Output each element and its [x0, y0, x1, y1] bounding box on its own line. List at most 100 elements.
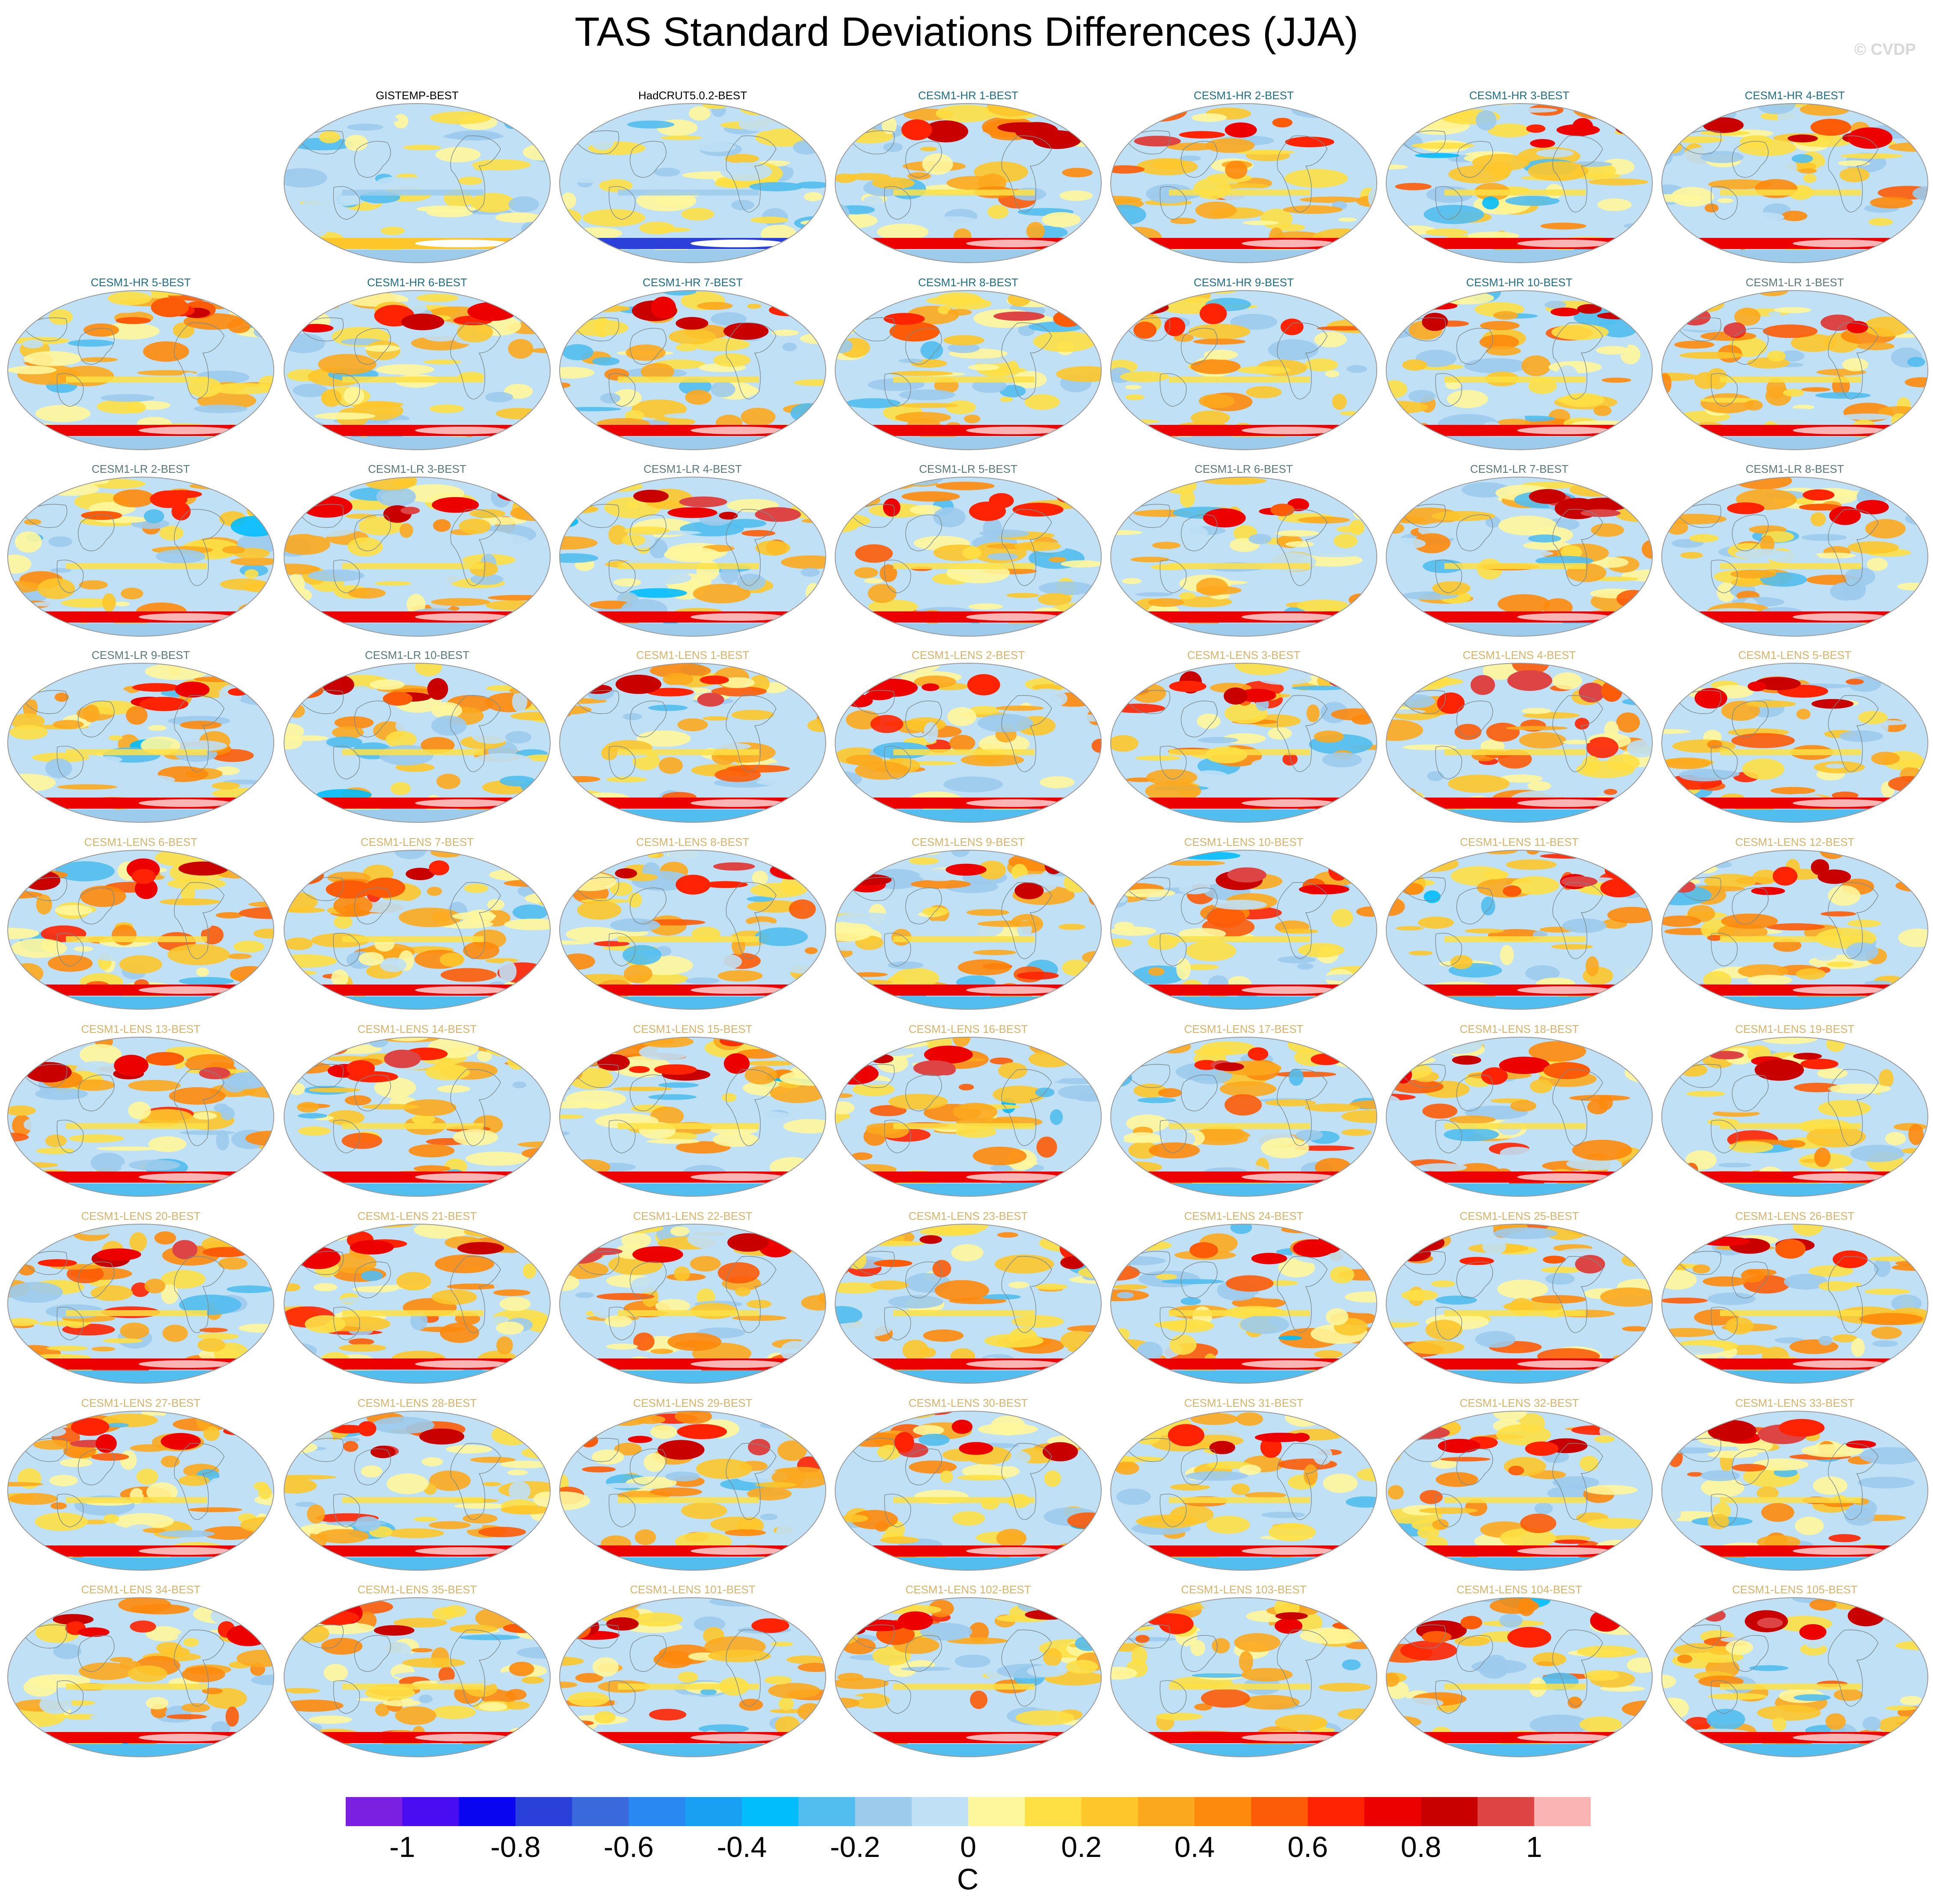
- map-panel: CESM1-LENS 104-BEST: [1385, 1583, 1654, 1763]
- panel-title: CESM1-LENS 105-BEST: [1732, 1583, 1858, 1596]
- panel-title: CESM1-LENS 23-BEST: [908, 1210, 1028, 1222]
- colorbar-swatch: [1251, 1797, 1308, 1826]
- panel-title: CESM1-LR 10-BEST: [365, 649, 470, 661]
- colorbar-swatch: [685, 1797, 742, 1826]
- map-panel: GISTEMP-BEST: [282, 89, 552, 269]
- colorbar-swatch: [1534, 1797, 1591, 1826]
- map-panel: CESM1-LENS 9-BEST: [833, 836, 1103, 1015]
- map-field: [1110, 663, 1378, 823]
- panel-title: CESM1-LENS 32-BEST: [1459, 1397, 1579, 1409]
- panel-title: CESM1-LENS 16-BEST: [908, 1023, 1028, 1035]
- colorbar-tick-label: -0.2: [830, 1831, 881, 1863]
- map-field: [1661, 663, 1929, 823]
- map-field: [834, 850, 1102, 1010]
- map-field: [7, 290, 275, 450]
- panel-title: CESM1-LENS 33-BEST: [1735, 1397, 1855, 1409]
- panel-title: CESM1-LENS 24-BEST: [1184, 1210, 1304, 1222]
- map-panel: CESM1-LENS 31-BEST: [1109, 1397, 1379, 1576]
- panel-title: CESM1-LENS 3-BEST: [1187, 649, 1301, 661]
- colorbar-swatch: [855, 1797, 912, 1826]
- map-panel: CESM1-LENS 11-BEST: [1385, 836, 1654, 1015]
- panel-title: CESM1-LENS 34-BEST: [81, 1583, 201, 1596]
- map-panel: CESM1-LENS 105-BEST: [1660, 1583, 1930, 1763]
- map-panel: CESM1-HR 5-BEST: [6, 276, 276, 456]
- panel-title: CESM1-LENS 8-BEST: [636, 836, 750, 848]
- colorbar-swatch: [1138, 1797, 1195, 1826]
- panel-title: CESM1-LENS 103-BEST: [1181, 1583, 1307, 1596]
- map-field: [283, 290, 551, 450]
- panel-title: CESM1-LR 9-BEST: [92, 649, 190, 661]
- colorbar-swatch: [1477, 1797, 1535, 1826]
- map-field: [283, 850, 551, 1010]
- map-panel: CESM1-LENS 26-BEST: [1660, 1210, 1930, 1389]
- map-panel: CESM1-LR 10-BEST: [282, 649, 552, 828]
- colorbar-swatch: [1421, 1797, 1478, 1826]
- colorbar-swatch: [1025, 1797, 1082, 1826]
- map-panel: CESM1-LR 5-BEST: [833, 463, 1103, 642]
- map-field: [1661, 103, 1929, 263]
- panel-title: CESM1-LENS 25-BEST: [1459, 1210, 1579, 1222]
- map-field: [7, 1037, 275, 1197]
- panel-title: CESM1-HR 4-BEST: [1744, 89, 1845, 102]
- colorbar-swatch: [459, 1797, 516, 1826]
- map-panel: CESM1-LENS 34-BEST: [6, 1583, 276, 1763]
- colorbar-tick-label: 0.6: [1287, 1831, 1328, 1863]
- map-panel: CESM1-HR 6-BEST: [282, 276, 552, 456]
- map-panel: CESM1-LENS 30-BEST: [833, 1397, 1103, 1576]
- map-panel: CESM1-LENS 17-BEST: [1109, 1023, 1379, 1202]
- panel-title: CESM1-LENS 31-BEST: [1184, 1397, 1304, 1409]
- panel-title: CESM1-HR 5-BEST: [90, 276, 191, 289]
- panel-title: CESM1-LR 1-BEST: [1746, 276, 1844, 289]
- map-panel: CESM1-LENS 28-BEST: [282, 1397, 552, 1576]
- map-panel: CESM1-LR 4-BEST: [558, 463, 827, 642]
- panel-title: CESM1-LENS 2-BEST: [911, 649, 1025, 661]
- map-panel: CESM1-LENS 7-BEST: [282, 836, 552, 1015]
- map-panel: CESM1-LR 8-BEST: [1660, 463, 1930, 642]
- map-field: [1661, 1037, 1929, 1197]
- map-field: [283, 1224, 551, 1384]
- map-panel: CESM1-LENS 35-BEST: [282, 1583, 552, 1763]
- map-field: [7, 477, 275, 637]
- panel-title: CESM1-LENS 7-BEST: [360, 836, 474, 848]
- panel-title: CESM1-LENS 15-BEST: [633, 1023, 753, 1035]
- map-field: [1385, 1224, 1653, 1384]
- map-field: [1110, 850, 1378, 1010]
- map-panel: CESM1-LR 3-BEST: [282, 463, 552, 642]
- panel-title: CESM1-LR 8-BEST: [1746, 463, 1844, 475]
- panel-title: CESM1-LR 5-BEST: [919, 463, 1017, 475]
- map-field: [559, 850, 827, 1010]
- colorbar-tick-label: 0.2: [1061, 1831, 1102, 1863]
- panel-title: CESM1-LENS 6-BEST: [84, 836, 198, 848]
- map-field: [1385, 1597, 1653, 1757]
- map-field: [834, 663, 1102, 823]
- colorbar: [346, 1797, 1591, 1826]
- map-field: [559, 103, 827, 263]
- colorbar-unit-label: C: [957, 1862, 979, 1896]
- panel-title: CESM1-LENS 21-BEST: [357, 1210, 477, 1222]
- map-field: [283, 477, 551, 637]
- panel-title: CESM1-LR 4-BEST: [643, 463, 742, 475]
- map-field: [559, 477, 827, 637]
- colorbar-swatch: [346, 1797, 403, 1826]
- map-field: [834, 103, 1102, 263]
- colorbar-tick-label: -0.8: [490, 1831, 541, 1863]
- panel-title: CESM1-LENS 14-BEST: [357, 1023, 477, 1035]
- map-panel: CESM1-HR 1-BEST: [833, 89, 1103, 269]
- map-panel: CESM1-LENS 103-BEST: [1109, 1583, 1379, 1763]
- map-panel: CESM1-HR 4-BEST: [1660, 89, 1930, 269]
- map-field: [1385, 1037, 1653, 1197]
- map-panel: CESM1-LENS 3-BEST: [1109, 649, 1379, 828]
- map-field: [283, 103, 551, 263]
- map-field: [283, 1597, 551, 1757]
- map-panel: CESM1-HR 2-BEST: [1109, 89, 1379, 269]
- map-panel: CESM1-LENS 5-BEST: [1660, 649, 1930, 828]
- colorbar-swatch: [1081, 1797, 1138, 1826]
- colorbar-tick-label: -1: [389, 1831, 415, 1863]
- map-panel: CESM1-LENS 10-BEST: [1109, 836, 1379, 1015]
- panel-title: CESM1-LENS 13-BEST: [81, 1023, 201, 1035]
- panel-title: CESM1-LENS 17-BEST: [1184, 1023, 1304, 1035]
- map-field: [834, 477, 1102, 637]
- panel-title: CESM1-LR 3-BEST: [368, 463, 466, 475]
- panel-title: CESM1-LENS 10-BEST: [1184, 836, 1304, 848]
- map-panel: CESM1-LENS 24-BEST: [1109, 1210, 1379, 1389]
